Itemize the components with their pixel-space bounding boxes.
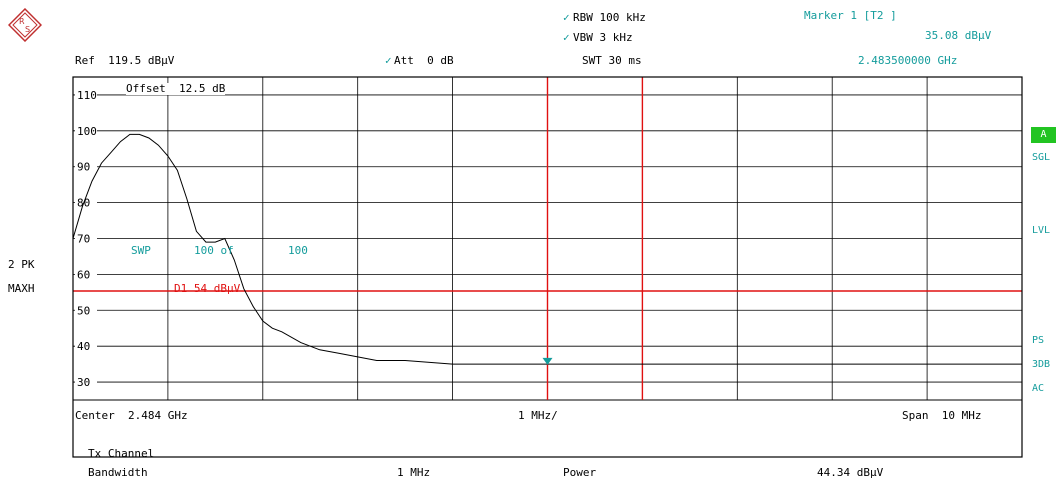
y-tick-background [75,195,97,208]
detector-label: 2 PK [8,258,35,271]
bandwidth-label: Bandwidth [88,466,148,479]
rohde-schwarz-logo: R S [8,8,42,42]
spectrum-trace [72,133,1022,365]
span: Span 10 MHz [902,409,982,422]
marker-lines [546,77,644,400]
y-tick-label: 50 [77,304,90,317]
svg-text:R: R [19,17,25,26]
ps-label: PS [1032,335,1045,346]
y-tick-background [75,231,97,244]
trace-mode-label: MAXH [8,282,35,295]
power-label: Power [563,466,597,479]
y-tick-background [75,267,97,280]
marker-level: 35.08 dBµV [925,29,992,42]
y-tick-label: 100 [77,125,97,138]
y-tick-background [75,339,97,352]
y-tick-label: 110 [77,89,97,102]
rbw: RBW 100 kHz [573,11,646,24]
y-tick-background [75,375,97,388]
attenuation: Att 0 dB [394,54,454,67]
y-tick-label: 70 [77,233,90,246]
svg-text:S: S [25,25,30,34]
sweep-label: SWP [131,244,151,257]
bandwidth-value: 1 MHz [397,466,431,479]
sweep-total: 100 [288,244,308,257]
y-tick-background [75,123,97,136]
plot-frame [72,76,1023,458]
att-check-icon: ✓ [385,54,392,67]
y-tick-background [75,303,97,316]
y-tick-label: 40 [77,340,90,353]
marker-frequency: 2.483500000 GHz [858,54,958,67]
lvl-label: LVL [1032,225,1051,236]
power-value: 44.34 dBµV [817,466,884,479]
rbw-check-icon: ✓ [563,11,570,24]
display-line-label: D1 54 dBµV [174,282,241,295]
sweep-count: 100 of [194,244,234,257]
y-tick-label: 90 [77,161,90,174]
tx-channel-label: Tx Channel [88,447,155,460]
y-tick-background [75,159,97,172]
y-tick-label: 60 [77,268,90,281]
offset-label: Offset 12.5 dB [126,82,226,95]
marker-1-triangle [542,357,553,365]
ac-label: AC [1032,383,1045,394]
marker-title: Marker 1 [T2 ] [804,9,897,22]
trace-a-badge: A [1031,127,1056,143]
ref-level: Ref 119.5 dBµV [75,54,175,67]
sgl-label: SGL [1032,152,1051,163]
y-tick-label: 30 [77,376,90,389]
y-tick-background [75,87,97,100]
sweep-time: SWT 30 ms [582,54,642,67]
vbw-check-icon: ✓ [563,31,570,44]
trace-line [72,133,1022,365]
per-division: 1 MHz/ [518,409,558,422]
center-frequency: Center 2.484 GHz [75,409,188,422]
3db-label: 3DB [1032,359,1051,370]
vbw: VBW 3 kHz [573,31,633,44]
